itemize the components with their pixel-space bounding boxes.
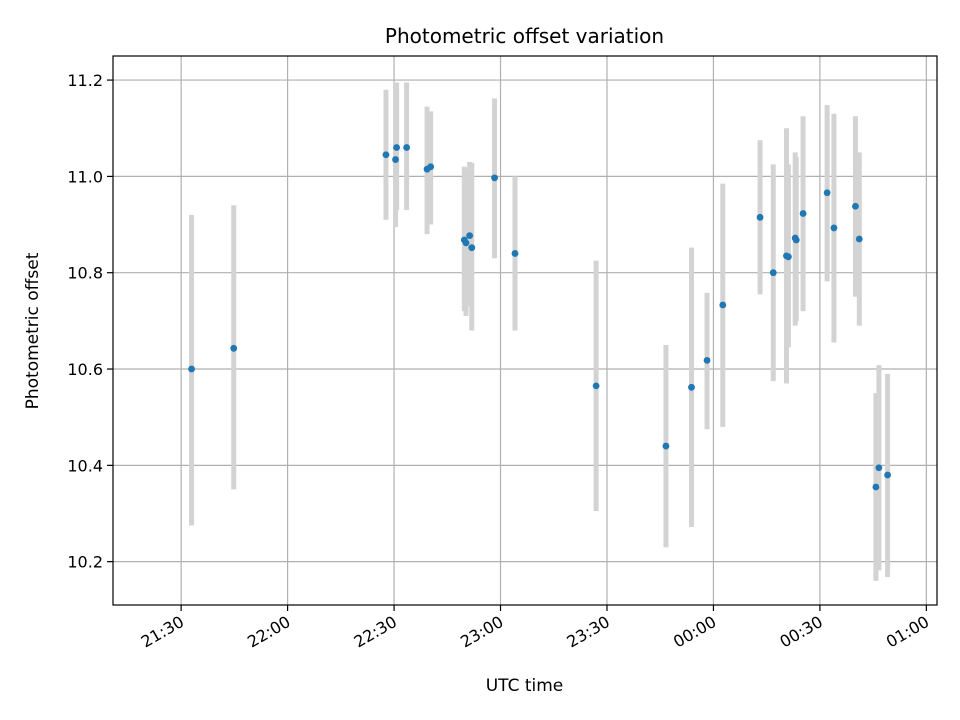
y-tick-label: 11.0 [67,167,103,186]
data-point [792,236,800,244]
y-tick-label: 11.2 [67,71,103,90]
data-point [511,250,519,257]
plot-area [113,56,937,605]
x-axis-title: UTC time [486,676,564,696]
data-point [823,189,831,197]
data-point [403,144,411,151]
data-point [427,163,435,171]
data-point [688,383,695,391]
data-points [188,144,892,491]
data-point [855,235,863,243]
data-point [462,239,470,247]
plot-frame [112,55,938,606]
data-point [466,232,474,240]
y-tick-label: 10.8 [67,264,103,283]
chart-title: Photometric offset variation [385,24,664,48]
data-point [230,344,238,352]
data-point [799,210,807,217]
data-point [393,144,401,151]
y-axis-ticks: 10.2 10.4 10.6 10.8 11.0 11.2 [67,71,113,572]
y-tick-label: 10.6 [67,360,103,379]
data-point [392,156,399,163]
data-point [872,483,880,491]
data-point [852,202,859,210]
y-axis-title: Photometric offset [23,252,43,409]
data-point [756,213,764,221]
y-tick-label: 10.4 [67,456,103,475]
y-tick-label: 10.2 [67,553,103,572]
data-point [592,382,600,390]
data-point [662,442,670,450]
data-point [884,471,892,479]
data-point [703,356,711,364]
data-point [784,253,792,261]
data-point [719,301,727,309]
data-point [491,174,498,182]
data-point [769,269,777,277]
data-point [875,464,883,472]
data-point [382,151,390,159]
data-point [830,224,838,232]
data-point [188,365,195,373]
data-point [468,244,476,252]
